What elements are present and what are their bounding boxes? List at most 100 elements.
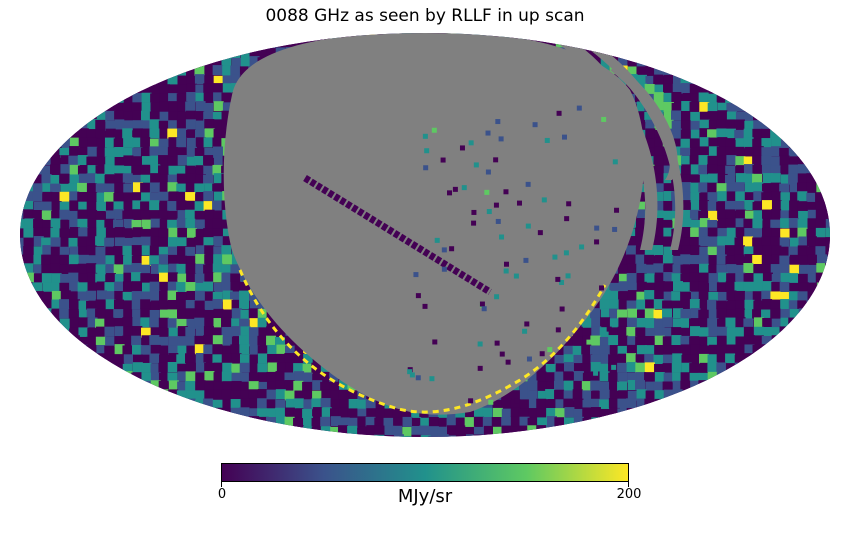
map-pixel — [194, 111, 205, 122]
map-pixel — [752, 164, 763, 175]
map-pixel — [806, 75, 817, 86]
map-pixel — [212, 200, 223, 211]
map-pixel — [797, 83, 808, 94]
map-pixel — [23, 353, 34, 364]
map-pixel — [788, 335, 799, 346]
map-pixel — [131, 38, 142, 49]
map-pixel — [761, 38, 772, 49]
map-pixel — [68, 83, 79, 94]
map-pixel — [807, 282, 818, 293]
map-pixel — [24, 147, 35, 158]
map-pixel — [672, 56, 683, 67]
map-pixel — [789, 156, 800, 167]
map-pixel — [761, 66, 772, 77]
map-pixel — [59, 327, 70, 338]
map-pixel — [149, 255, 160, 266]
map-pixel — [644, 416, 655, 427]
map-pixel — [158, 264, 169, 275]
map-pixel — [69, 281, 80, 292]
map-pixel — [23, 209, 34, 220]
map-pixel — [240, 33, 251, 40]
map-pixel — [231, 57, 242, 68]
map-pixel — [762, 200, 773, 211]
map-pixel — [230, 38, 241, 49]
map-pixel — [717, 191, 728, 202]
map-pixel — [51, 201, 62, 212]
map-pixel — [212, 399, 223, 410]
map-pixel — [257, 317, 268, 328]
map-pixel — [186, 92, 197, 103]
map-pixel — [114, 93, 125, 104]
map-pixel — [20, 146, 25, 157]
map-pixel — [213, 119, 224, 130]
map-pixel — [20, 83, 25, 94]
map-pixel — [285, 426, 296, 437]
map-pixel — [275, 326, 286, 337]
map-pixel — [69, 416, 80, 427]
map-pixel — [708, 381, 719, 392]
map-pixel — [59, 363, 70, 374]
map-pixel — [275, 38, 286, 49]
map-pixel — [123, 137, 134, 148]
map-pixel — [654, 318, 665, 329]
map-pixel — [725, 371, 736, 382]
map-pixel — [167, 201, 178, 212]
map-pixel — [150, 39, 161, 50]
map-pixel — [357, 426, 368, 437]
map-pixel — [734, 264, 745, 275]
map-pixel — [555, 399, 566, 410]
map-pixel — [131, 165, 142, 176]
map-pixel — [122, 210, 133, 221]
map-pixel — [132, 128, 143, 139]
map-pixel — [204, 380, 215, 391]
map-pixel — [87, 137, 98, 148]
map-pixel — [131, 299, 142, 310]
map-pixel — [77, 282, 88, 293]
map-pixel — [510, 426, 521, 437]
map-pixel — [20, 191, 26, 202]
map-pixel — [213, 47, 224, 58]
map-pixel — [690, 120, 701, 131]
map-pixel — [176, 291, 187, 302]
map-pixel — [366, 435, 377, 437]
map-pixel — [186, 146, 197, 157]
map-pixel — [114, 173, 125, 184]
map-pixel — [204, 183, 215, 194]
map-pixel — [312, 372, 323, 383]
map-pixel — [24, 138, 35, 149]
map-pixel — [680, 237, 691, 248]
map-pixel — [249, 318, 260, 329]
map-pixel — [140, 236, 151, 247]
map-pixel — [689, 318, 700, 329]
map-pixel — [194, 210, 205, 221]
map-pixel — [590, 407, 601, 418]
map-pixel — [835, 119, 845, 129]
map-pixel — [32, 138, 43, 149]
map-pixel — [23, 245, 34, 256]
map-pixel — [680, 264, 691, 275]
map-pixel — [689, 155, 700, 166]
map-pixel — [20, 254, 25, 265]
map-pixel — [761, 335, 772, 346]
scattered-pixel — [555, 327, 561, 333]
map-pixel — [681, 155, 692, 166]
map-pixel — [617, 33, 628, 40]
map-pixel — [177, 111, 188, 122]
map-pixel — [582, 434, 593, 437]
map-pixel — [132, 192, 143, 203]
map-pixel — [833, 427, 843, 437]
map-pixel — [150, 173, 161, 184]
map-pixel — [744, 200, 755, 211]
map-pixel — [798, 128, 809, 139]
map-pixel — [689, 299, 700, 310]
map-pixel — [698, 380, 709, 391]
map-pixel — [42, 282, 53, 293]
map-pixel — [734, 39, 745, 50]
map-pixel — [20, 291, 25, 302]
map-pixel — [24, 416, 35, 427]
map-pixel — [708, 255, 719, 266]
map-pixel — [59, 74, 70, 85]
map-pixel — [114, 372, 125, 383]
map-pixel — [159, 408, 170, 419]
map-pixel — [806, 318, 817, 329]
